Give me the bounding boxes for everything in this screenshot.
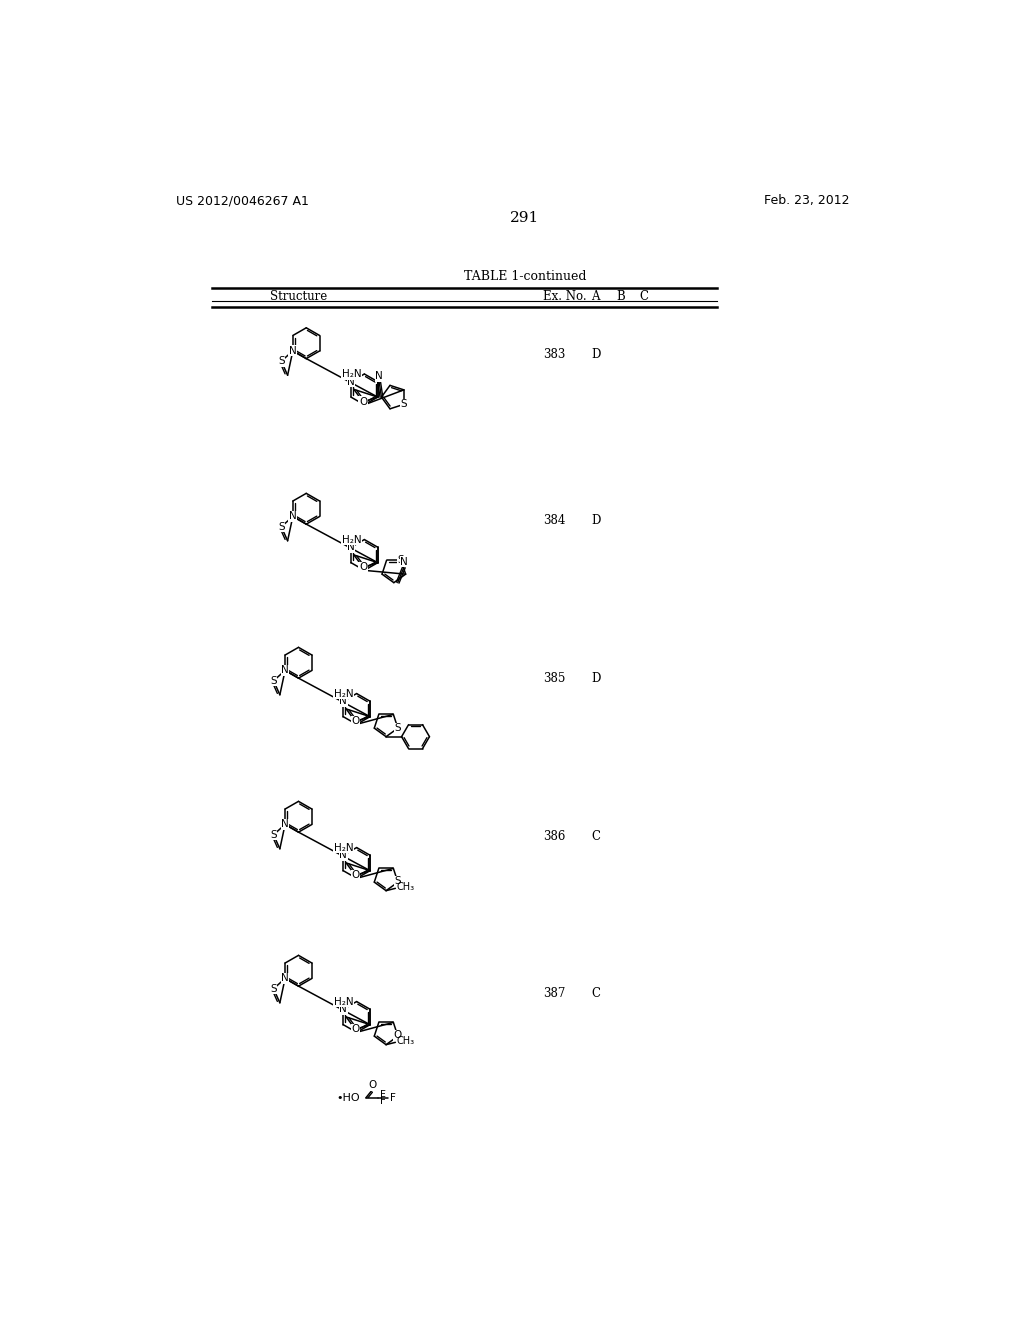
Text: S: S [270,830,276,840]
Text: N: N [282,665,289,676]
Text: H₂N: H₂N [334,997,353,1007]
Text: N: N [375,371,383,381]
Text: S: S [278,521,285,532]
Text: F: F [380,1090,386,1100]
Text: 385: 385 [544,672,566,685]
Text: H₂N: H₂N [334,842,353,853]
Text: C: C [592,987,600,1001]
Text: N: N [289,511,297,521]
Text: N: N [347,376,355,387]
Text: 387: 387 [544,987,566,1001]
Text: H₂N: H₂N [342,535,361,545]
Text: N: N [339,696,347,706]
Text: C: C [640,289,648,302]
Text: CH₃: CH₃ [397,1036,415,1045]
Text: N: N [282,820,289,829]
Text: 384: 384 [544,513,566,527]
Text: S: S [278,356,285,366]
Text: US 2012/0046267 A1: US 2012/0046267 A1 [176,194,309,207]
Text: N: N [400,557,408,566]
Text: D: D [592,348,601,362]
Text: O: O [351,717,359,726]
Text: N: N [339,1005,347,1014]
Text: H₂N: H₂N [334,689,353,698]
Text: S: S [394,876,401,887]
Text: O: O [368,1081,376,1090]
Text: O: O [394,1031,402,1040]
Text: F: F [380,1096,386,1106]
Text: TABLE 1-continued: TABLE 1-continued [464,269,586,282]
Text: S: S [397,556,404,565]
Text: S: S [270,983,276,994]
Text: D: D [592,672,601,685]
Text: CH₃: CH₃ [397,882,415,892]
Text: O: O [351,870,359,880]
Text: N: N [282,973,289,983]
Text: C: C [592,829,600,842]
Text: N: N [347,543,355,552]
Text: 383: 383 [544,348,566,362]
Text: 386: 386 [544,829,566,842]
Text: Feb. 23, 2012: Feb. 23, 2012 [764,194,849,207]
Text: 291: 291 [510,211,540,226]
Text: S: S [270,676,276,686]
Text: N: N [339,850,347,861]
Text: S: S [394,723,401,733]
Text: A: A [592,289,600,302]
Text: •HO: •HO [337,1093,360,1102]
Text: O: O [359,562,368,573]
Text: F: F [390,1093,396,1102]
Text: O: O [359,397,368,407]
Text: N: N [289,346,297,356]
Text: D: D [592,513,601,527]
Text: O: O [351,1024,359,1035]
Text: Structure: Structure [270,289,327,302]
Text: H₂N: H₂N [342,370,361,379]
Text: Ex. No.: Ex. No. [544,289,587,302]
Text: B: B [616,289,625,302]
Text: S: S [400,400,408,409]
